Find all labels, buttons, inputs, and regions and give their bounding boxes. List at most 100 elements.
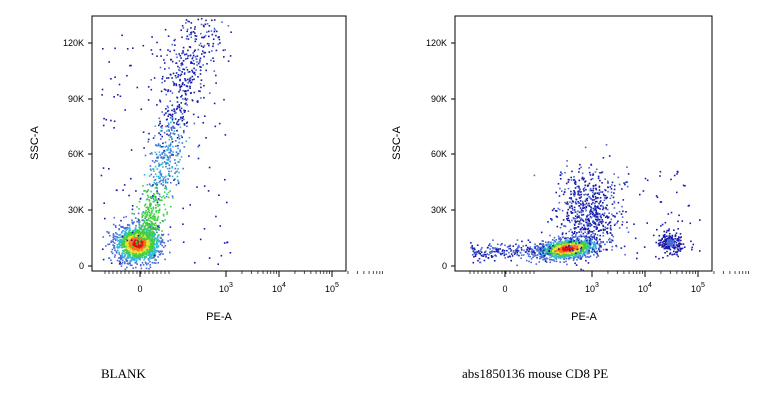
event-dot [593, 207, 595, 210]
event-dot [185, 79, 187, 82]
event-dot [565, 239, 567, 241]
event-dot [578, 231, 580, 233]
event-dot [470, 242, 472, 244]
event-dot [132, 244, 134, 246]
event-dot [546, 248, 549, 251]
event-dot [124, 254, 127, 256]
event-dot [123, 249, 125, 252]
event-dot [120, 236, 122, 238]
event-dot [571, 237, 574, 240]
event-dot [551, 219, 553, 222]
event-dot [167, 115, 169, 117]
event-dot [176, 164, 178, 167]
event-dot [148, 209, 150, 212]
event-dot [138, 208, 140, 210]
event-dot [158, 164, 160, 166]
event-dot [591, 191, 594, 194]
event-dot [678, 244, 681, 247]
event-dot [202, 36, 205, 39]
event-dot [585, 228, 587, 230]
event-dot [140, 225, 143, 228]
event-dot [602, 205, 604, 208]
event-dot [145, 198, 148, 201]
event-dot [145, 263, 148, 266]
event-dot [570, 246, 572, 249]
event-dot [159, 195, 161, 198]
event-dot [662, 241, 664, 243]
event-dot [594, 205, 596, 208]
event-dot [153, 223, 155, 226]
event-dot [218, 194, 220, 196]
event-dot [610, 218, 613, 221]
event-dot [613, 188, 616, 191]
event-dot [140, 254, 143, 257]
event-dot [636, 257, 638, 260]
event-dot [120, 256, 122, 259]
event-dot [165, 125, 167, 128]
event-dot [530, 251, 533, 253]
event-dot [171, 109, 173, 112]
event-dot [517, 247, 519, 249]
event-dot [175, 171, 177, 173]
event-dot [593, 209, 595, 212]
event-dot [167, 89, 170, 91]
event-dot [550, 246, 553, 248]
event-dot [171, 92, 174, 94]
event-dot [564, 188, 566, 191]
event-dot [564, 247, 567, 250]
event-dot [598, 219, 601, 221]
event-dot [155, 197, 157, 200]
event-dot [592, 173, 594, 175]
event-dot [149, 255, 152, 258]
event-dot [596, 220, 598, 222]
event-dot [217, 36, 219, 39]
event-dot [143, 251, 145, 253]
event-dot [147, 250, 150, 253]
event-dot [146, 242, 148, 244]
event-dot [593, 230, 595, 232]
event-dot [555, 210, 558, 212]
event-dot [593, 245, 596, 247]
event-dot [145, 219, 148, 221]
event-dot [532, 256, 534, 259]
event-dot [565, 237, 567, 239]
event-dot [152, 137, 155, 139]
event-dot [554, 249, 556, 251]
event-dot [142, 185, 144, 187]
event-dot [585, 250, 588, 253]
event-dot [598, 238, 601, 241]
event-dot [655, 241, 657, 244]
event-dot [548, 249, 550, 252]
event-dot [105, 118, 107, 121]
event-dot [590, 203, 593, 205]
y-tick-label: 0 [79, 261, 84, 271]
event-dot [584, 248, 586, 250]
event-dot [578, 187, 580, 190]
event-dot [579, 258, 582, 260]
event-dot [212, 60, 215, 62]
event-dot [148, 199, 151, 201]
event-dot [578, 235, 581, 238]
event-dot [592, 232, 594, 235]
event-dot [677, 245, 679, 247]
event-dot [550, 249, 553, 251]
event-dot [170, 74, 172, 76]
event-dot [582, 242, 585, 244]
event-dot [121, 255, 124, 257]
event-dot [119, 261, 121, 263]
event-dot [153, 213, 155, 215]
event-dot [590, 208, 593, 210]
event-dot [588, 229, 591, 232]
event-dot [593, 226, 595, 228]
event-dot [670, 211, 673, 214]
event-dot [124, 268, 127, 271]
event-dot [673, 239, 675, 242]
event-dot [561, 246, 563, 248]
event-dot [150, 238, 152, 241]
event-dot [197, 18, 200, 21]
event-dot [173, 132, 176, 135]
event-dot [161, 146, 163, 148]
event-dot [561, 255, 564, 258]
event-dot [125, 246, 127, 249]
event-dot [490, 252, 492, 254]
